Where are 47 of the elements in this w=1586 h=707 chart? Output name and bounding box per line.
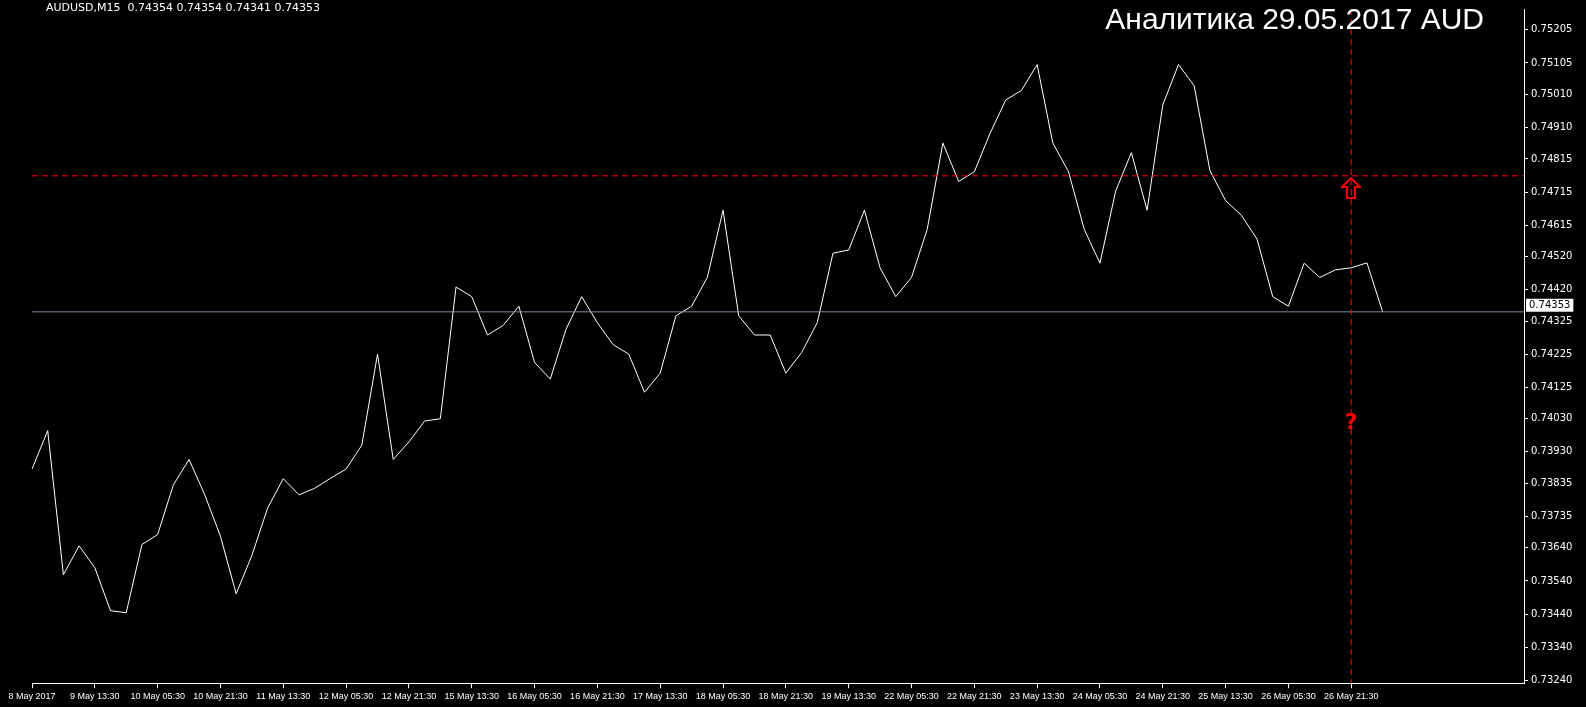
y-tick-label: 0.73835 bbox=[1531, 476, 1573, 488]
y-tick-label: 0.74715 bbox=[1531, 185, 1573, 197]
x-tick-label: 24 May 05:30 bbox=[1072, 691, 1128, 702]
y-tick-label: 0.74225 bbox=[1531, 347, 1573, 359]
x-tick-label: 10 May 21:30 bbox=[193, 691, 248, 702]
x-tick-label: 10 May 05:30 bbox=[130, 691, 185, 702]
annotation: ? bbox=[1344, 408, 1358, 434]
y-tick-label: 0.73340 bbox=[1531, 640, 1573, 652]
y-tick-label: 0.75010 bbox=[1531, 87, 1573, 99]
y-tick-label: 0.74815 bbox=[1531, 152, 1573, 164]
x-tick-label: 12 May 21:30 bbox=[381, 691, 437, 702]
x-tick-label: 17 May 13:30 bbox=[632, 691, 688, 702]
y-tick-label: 0.73440 bbox=[1531, 607, 1573, 619]
x-tick-label: 26 May 21:30 bbox=[1323, 691, 1379, 702]
y-tick-label: 0.73540 bbox=[1531, 574, 1573, 586]
x-tick-label: 16 May 05:30 bbox=[507, 691, 562, 702]
y-tick-label: 0.74325 bbox=[1531, 314, 1573, 326]
y-tick-label: 0.74910 bbox=[1531, 121, 1573, 133]
y-tick-label: 0.73240 bbox=[1531, 673, 1573, 685]
y-tick-label: 0.74520 bbox=[1531, 250, 1573, 262]
x-tick-label: 16 May 21:30 bbox=[570, 691, 625, 702]
y-tick-label: 0.74125 bbox=[1531, 380, 1573, 392]
y-tick-label: 0.75105 bbox=[1531, 56, 1573, 68]
x-tick-label: 25 May 13:30 bbox=[1198, 691, 1253, 702]
x-tick-label: 15 May 13:30 bbox=[444, 691, 500, 702]
x-tick-label: 26 May 05:30 bbox=[1261, 691, 1316, 702]
x-tick-label: 9 May 13:30 bbox=[70, 691, 120, 702]
x-tick-label: 8 May 2017 bbox=[8, 691, 56, 702]
chart-subtitle: AUDUSD,M15 0.74354 0.74354 0.74341 0.74353 bbox=[46, 1, 320, 15]
x-tick-label: 19 May 13:30 bbox=[821, 691, 876, 702]
y-tick-label: 0.74615 bbox=[1531, 218, 1573, 230]
y-tick-label: 0.73735 bbox=[1531, 509, 1573, 521]
x-tick-label: 18 May 05:30 bbox=[695, 691, 751, 702]
ref-line-label: 0.74353 bbox=[1529, 298, 1571, 310]
x-tick-label: 22 May 05:30 bbox=[884, 691, 939, 702]
y-tick-label: 0.74030 bbox=[1531, 412, 1573, 424]
x-tick-label: 18 May 21:30 bbox=[758, 691, 814, 702]
y-tick-label: 0.73640 bbox=[1531, 541, 1573, 553]
x-tick-label: 22 May 21:30 bbox=[947, 691, 1002, 702]
y-tick-label: 0.73930 bbox=[1531, 445, 1573, 457]
y-tick-label: 0.75205 bbox=[1531, 23, 1573, 35]
x-tick-label: 12 May 05:30 bbox=[318, 691, 374, 702]
x-tick-label: 24 May 21:30 bbox=[1135, 691, 1191, 702]
chart-title: Аналитика 29.05.2017 AUD bbox=[1105, 2, 1484, 36]
y-tick-label: 0.74420 bbox=[1531, 283, 1573, 295]
x-tick-label: 11 May 13:30 bbox=[256, 691, 311, 702]
x-tick-label: 23 May 13:30 bbox=[1009, 691, 1065, 702]
